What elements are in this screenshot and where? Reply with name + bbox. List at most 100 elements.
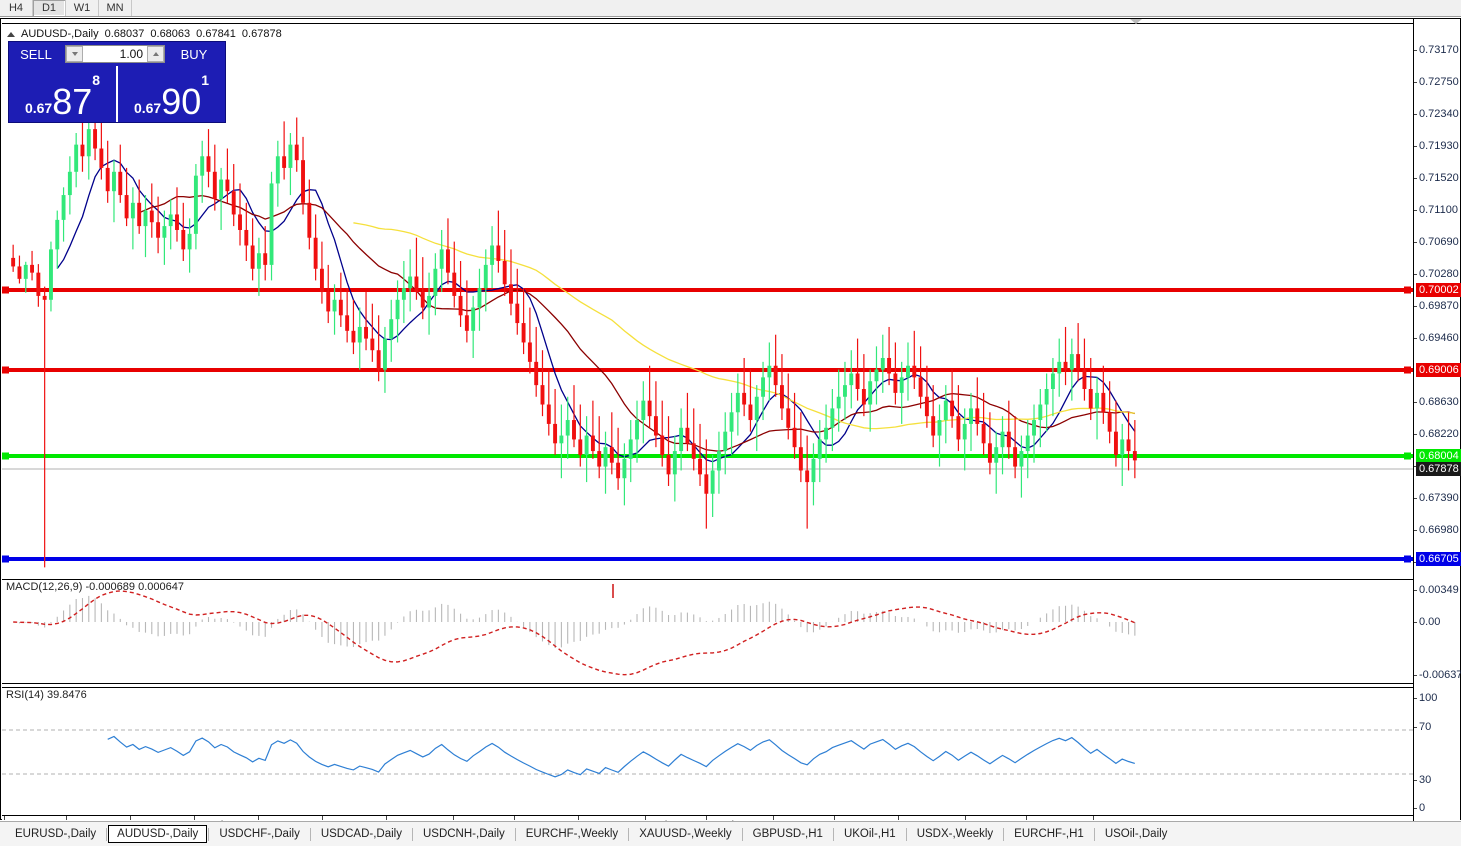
symbol-tab-usdchf--daily[interactable]: USDCHF-,Daily xyxy=(219,828,300,840)
tab-divider xyxy=(514,827,516,841)
timeframe-button-mn[interactable]: MN xyxy=(99,0,132,16)
candle-body xyxy=(301,160,305,203)
candle-body xyxy=(830,408,835,428)
level-anchor-handle[interactable] xyxy=(2,452,9,460)
buy-price-quote[interactable]: 0.67 90 1 xyxy=(116,66,225,122)
candle-body xyxy=(767,365,772,378)
candle-body xyxy=(1113,431,1118,455)
volume-increase-icon[interactable] xyxy=(147,46,164,62)
timeframe-button-h4[interactable]: H4 xyxy=(0,0,33,16)
candle-body xyxy=(609,447,614,463)
price-tick: 0.72750 xyxy=(1414,76,1459,88)
level-anchor-handle[interactable] xyxy=(2,286,9,294)
tab-divider xyxy=(106,827,108,841)
candle-body xyxy=(635,420,639,440)
candle-body xyxy=(653,416,658,436)
candle-body xyxy=(981,423,986,444)
rsi-pane[interactable]: RSI(14) 39.8476 xyxy=(2,687,1414,815)
rsi-tick: 30 xyxy=(1413,774,1432,786)
volume-stepper[interactable]: 1.00 xyxy=(65,45,165,63)
candle-body xyxy=(849,373,854,386)
symbol-tab-ukoil--h1[interactable]: UKOil-,H1 xyxy=(843,828,896,840)
candle-body xyxy=(773,365,778,386)
candle-body xyxy=(143,210,148,227)
symbol-tab-xauusd--weekly[interactable]: XAUUSD-,Weekly xyxy=(639,828,732,840)
candle-body xyxy=(798,447,803,471)
candle-body xyxy=(1038,404,1043,421)
level-anchor-handle[interactable] xyxy=(2,555,9,563)
candle-body xyxy=(1126,439,1131,452)
candle-body xyxy=(729,412,734,432)
candle-body xyxy=(118,171,123,196)
candle-body xyxy=(735,392,740,413)
sell-button[interactable]: SELL xyxy=(20,46,52,62)
timeframe-button-d1[interactable]: D1 xyxy=(33,0,66,16)
time-tick xyxy=(322,816,323,820)
sell-price-quote[interactable]: 0.67 87 8 xyxy=(9,66,116,122)
candle-body xyxy=(880,357,885,370)
candle-body xyxy=(584,435,589,455)
candle-body xyxy=(924,396,929,417)
candle-body xyxy=(124,195,129,219)
level-anchor-handle[interactable] xyxy=(1404,555,1411,563)
level-anchor-handle[interactable] xyxy=(1404,452,1411,460)
symbol-tab-usdx--weekly[interactable]: USDX-,Weekly xyxy=(916,828,994,840)
price-level-label: 0.68004 xyxy=(1416,449,1461,463)
symbol-tab-gbpusd--h1[interactable]: GBPUSD-,H1 xyxy=(752,828,823,840)
buy-price-fraction: 1 xyxy=(201,72,210,88)
symbol-tab-usdcad--daily[interactable]: USDCAD-,Daily xyxy=(320,828,402,840)
symbol-tab-usdcnh--daily[interactable]: USDCNH-,Daily xyxy=(422,828,505,840)
candle-body xyxy=(647,400,652,417)
price-scale[interactable]: 0.73170 0.72750 0.72340 0.71930 0.71520 0.711… xyxy=(1413,19,1461,821)
time-tick xyxy=(773,816,774,820)
time-tick xyxy=(645,816,646,820)
volume-input[interactable]: 1.00 xyxy=(119,47,143,61)
candle-body xyxy=(206,156,211,172)
candle-body xyxy=(149,210,154,223)
sell-price-prefix: 0.67 xyxy=(24,100,53,116)
price-level-label: 0.67878 xyxy=(1416,462,1461,476)
ohlc-high: 0.68063 xyxy=(150,28,191,40)
candle-body xyxy=(225,179,230,192)
candle-body xyxy=(17,266,22,279)
candle-body xyxy=(490,245,495,265)
candle-body xyxy=(256,253,261,269)
collapse-triangle-icon[interactable] xyxy=(7,31,15,37)
symbol-tab-audusd--daily[interactable]: AUDUSD-,Daily xyxy=(108,825,208,843)
candle-body xyxy=(376,350,381,370)
buy-button[interactable]: BUY xyxy=(180,46,208,62)
candle-body xyxy=(521,323,526,343)
symbol-tab-eurusd--daily[interactable]: EURUSD-,Daily xyxy=(15,828,97,840)
macd-pane[interactable]: MACD(12,26,9) -0.000689 0.000647 xyxy=(2,579,1414,684)
candle-body xyxy=(603,447,608,467)
candle-body xyxy=(67,171,72,196)
level-anchor-handle[interactable] xyxy=(2,366,9,374)
volume-decrease-icon[interactable] xyxy=(66,46,83,62)
symbol-tab-usoil--daily[interactable]: USOil-,Daily xyxy=(1104,828,1168,840)
candle-body xyxy=(1082,369,1087,390)
time-tick xyxy=(965,816,966,820)
symbol-tab-bar: EURUSD-,Daily AUDUSD-,Daily USDCHF-,Daily U… xyxy=(0,821,1461,846)
symbol-tab-eurchf--weekly[interactable]: EURCHF-,Weekly xyxy=(525,828,619,840)
candle-body xyxy=(811,458,816,483)
candle-body xyxy=(679,427,684,452)
chart-window: AUDUSD-,Daily 0.68037 0.68063 0.67841 0.… xyxy=(0,18,1461,835)
symbol-tab-eurchf--h1[interactable]: EURCHF-,H1 xyxy=(1014,828,1084,840)
candle-body xyxy=(590,435,595,452)
price-pane[interactable] xyxy=(2,25,1414,576)
candle-body xyxy=(401,288,406,300)
candle-body xyxy=(824,427,829,440)
chevron-down-icon[interactable] xyxy=(1130,19,1142,24)
ohlc-open: 0.68037 xyxy=(104,28,145,40)
level-anchor-handle[interactable] xyxy=(1404,366,1411,374)
candle-body xyxy=(1044,389,1049,405)
candle-body xyxy=(162,226,167,238)
chart-symbol-label: AUDUSD-,Daily xyxy=(21,28,99,40)
rsi-tick: 70 xyxy=(1413,721,1432,733)
ohlc-close: 0.67878 xyxy=(241,28,282,40)
candle-body xyxy=(893,373,898,393)
timeframe-button-w1[interactable]: W1 xyxy=(66,0,99,16)
candle-body xyxy=(1032,420,1036,436)
level-anchor-handle[interactable] xyxy=(1404,286,1411,294)
